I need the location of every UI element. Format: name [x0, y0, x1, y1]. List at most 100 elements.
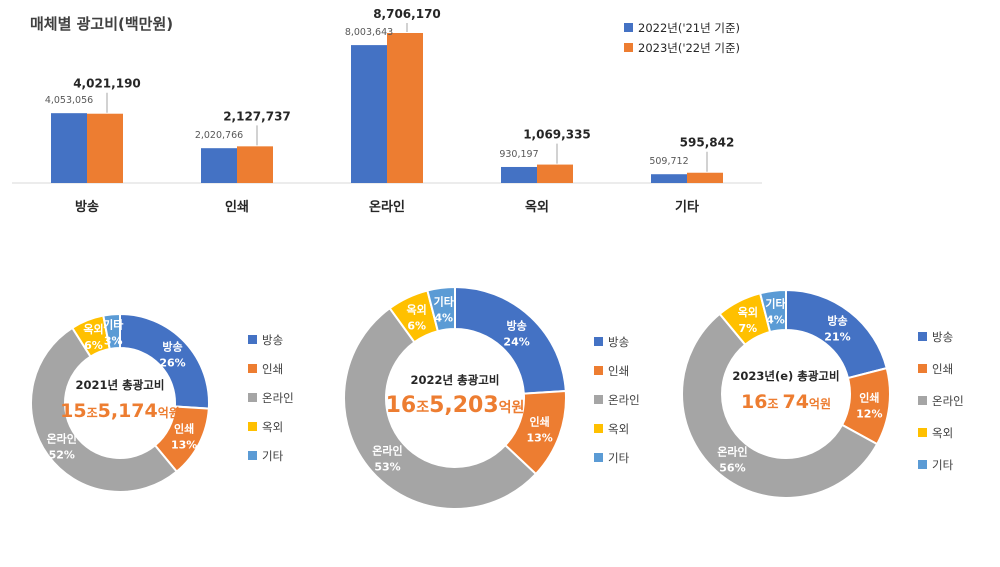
center-total: 16조5,203억원 [386, 393, 525, 418]
bar-series1-0 [51, 113, 87, 183]
legend-label: 방송 [262, 333, 283, 347]
bar-chart: 매체별 광고비(백만원) 4,053,056 4,021,190 방송 2,020,76… [12, 7, 762, 215]
bar-series1-3 [501, 166, 537, 183]
data-label-series2: 4,021,190 [73, 77, 141, 91]
data-label-series1: 930,197 [499, 149, 538, 160]
slice-percent: 52% [49, 448, 75, 461]
legend-swatch [918, 332, 927, 341]
slice-percent: 7% [739, 322, 758, 335]
center-total: 15조5,174억원 [60, 400, 180, 422]
slice-percent: 6% [84, 339, 103, 352]
donut-slice [426, 285, 456, 333]
data-label-series2: 1,069,335 [523, 128, 591, 142]
legend-label: 온라인 [932, 394, 964, 408]
donut-chart-3: 방송 21% 인쇄 12% 온라인 56% 옥외 7% 기타 4% 2023년(e) 총광고비 16조… [681, 288, 964, 499]
legend-label: 인쇄 [932, 362, 953, 376]
center-total-big1: 16 [386, 393, 417, 418]
slice-percent: 53% [374, 461, 400, 474]
donut-slice [343, 306, 538, 510]
slice-label: 옥외 [407, 303, 427, 317]
legend-swatch [624, 23, 633, 32]
slice-label: 옥외 [83, 322, 103, 336]
center-total-unit1: 조 [87, 406, 98, 420]
legend-label: 옥외 [262, 420, 283, 434]
slice-percent: 4% [434, 312, 453, 325]
center-total-unit1: 조 [767, 397, 778, 411]
slice-label: 인쇄 [530, 414, 550, 428]
center-total-unit2: 억원 [158, 406, 180, 420]
bar-series1-1 [201, 148, 237, 183]
category-label: 인쇄 [225, 199, 249, 215]
slice-label: 방송 [162, 340, 182, 354]
center-total: 16조 74억원 [741, 391, 831, 413]
donut-slice [102, 312, 121, 351]
center-total-unit2: 억원 [809, 397, 831, 411]
slice-label: 방송 [827, 314, 847, 328]
bar-series2-1 [237, 146, 273, 183]
legend-label: 방송 [608, 335, 629, 349]
legend-swatch [248, 335, 257, 344]
legend-label: 기타 [608, 451, 630, 465]
slice-percent: 26% [159, 357, 185, 370]
slice-label: 옥외 [738, 305, 758, 319]
legend-swatch [248, 422, 257, 431]
slice-label: 온라인 [717, 445, 747, 459]
slice-label: 기타 [765, 297, 786, 311]
center-total-big2: 74 [782, 391, 808, 413]
bar-series2-2 [387, 33, 423, 183]
legend-swatch [918, 460, 927, 469]
legend-label: 기타 [262, 449, 284, 463]
legend-label: 2023년('22년 기준) [638, 41, 740, 55]
legend-label: 방송 [932, 330, 953, 344]
center-total-unit2: 억원 [499, 400, 525, 416]
slice-percent: 56% [719, 462, 745, 475]
legend-label: 인쇄 [608, 364, 629, 378]
slice-label: 기타 [434, 295, 455, 309]
slice-percent: 12% [856, 408, 882, 421]
legend-swatch [248, 393, 257, 402]
data-label-series1: 4,053,056 [45, 95, 93, 106]
slice-percent: 13% [527, 431, 553, 444]
legend-swatch [594, 366, 603, 375]
legend-label: 기타 [932, 458, 954, 472]
slice-percent: 13% [171, 439, 197, 452]
bar-series2-4 [687, 172, 723, 183]
center-total-big2: 5,203 [429, 393, 499, 418]
legend-label: 2022년('21년 기준) [638, 21, 740, 35]
slice-label: 온라인 [47, 431, 77, 445]
legend-label: 온라인 [262, 391, 294, 405]
bar-series1-4 [651, 174, 687, 183]
slice-percent: 21% [824, 331, 850, 344]
bar-series2-3 [537, 164, 573, 183]
legend-label: 옥외 [608, 422, 629, 436]
center-title: 2021년 총광고비 [76, 378, 165, 392]
data-label-series2: 8,706,170 [373, 7, 441, 21]
center-total-big1: 15 [60, 400, 86, 422]
slice-label: 기타 [103, 317, 124, 331]
legend-label: 옥외 [932, 426, 953, 440]
legend-label: 인쇄 [262, 362, 283, 376]
slice-label: 인쇄 [859, 391, 879, 405]
slice-label: 인쇄 [174, 422, 194, 436]
legend-swatch [248, 364, 257, 373]
legend-swatch [594, 453, 603, 462]
bar-series1-2 [351, 45, 387, 184]
center-title: 2023년(e) 총광고비 [732, 369, 839, 383]
legend-swatch [594, 395, 603, 404]
data-label-series1: 509,712 [649, 156, 688, 167]
center-total-unit1: 조 [416, 400, 429, 416]
data-label-series1: 8,003,643 [345, 27, 393, 38]
donut-slice [758, 288, 787, 334]
data-label-series1: 2,020,766 [195, 130, 243, 141]
category-label: 온라인 [369, 199, 405, 215]
donut-slice [30, 326, 179, 493]
category-label: 방송 [75, 199, 99, 215]
slice-percent: 3% [104, 334, 123, 347]
legend-swatch [248, 451, 257, 460]
legend-swatch [624, 43, 633, 52]
slice-label: 온라인 [372, 444, 402, 458]
center-total-big1: 16 [741, 391, 767, 413]
